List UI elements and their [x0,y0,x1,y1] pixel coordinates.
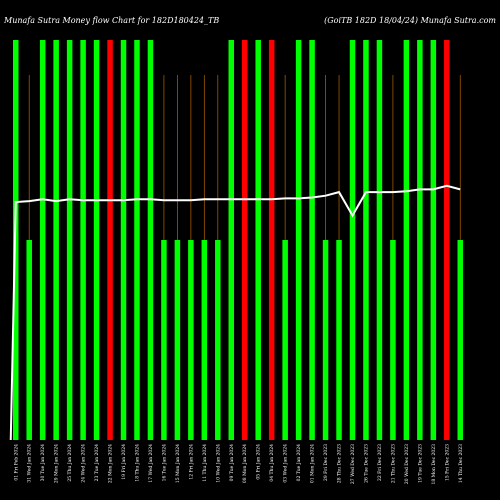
x-tick-label: 15 Mon Jan 2024 [175,444,181,483]
bar-up [363,40,369,440]
x-tick-label: 18 Mon Dec 2023 [431,444,437,485]
x-tick-label: 02 Tue Jan 2024 [296,444,302,482]
chart-subtitle: (GoiTB 182D 18/04/24) Munafa Sutra.com [324,16,496,25]
bar-up [295,40,302,440]
x-tick-label: 28 Thu Dec 2023 [337,444,343,483]
bar-down [241,40,248,440]
bar-up [309,40,315,440]
bar-up [174,240,181,440]
bar-up [228,40,235,440]
bar-up [147,40,154,440]
x-tick-label: 24 Wed Jan 2024 [81,444,87,483]
money-flow-line [9,184,461,441]
x-tick-label: 27 Wed Dec 2023 [350,444,356,484]
x-tick-labels: 01 Fri Feb 2024 31 Wed Jan 2024 30 Tue Jan… [13,444,464,485]
x-tick-label: 26 Tue Dec 2023 [363,444,369,483]
bar-up [349,40,356,440]
x-tick-label: 09 Tue Jan 2024 [229,444,235,482]
bar-up [336,240,342,440]
guide-lines [28,75,461,240]
x-tick-label: 08 Mon Jan 2024 [242,444,248,483]
x-tick-label: 15 Fri Dec 2023 [444,444,450,481]
x-tick-label: 11 Thu Jan 2024 [202,444,208,482]
bar-down [268,40,275,440]
x-tick-label: 10 Wed Jan 2024 [215,444,221,483]
x-tick-label: 29 Fri Dec 2023 [323,444,329,481]
x-tick-label: 16 Tue Jan 2024 [161,444,167,482]
x-tick-label: 22 Mon Jan 2024 [108,444,114,483]
bar-up [39,40,46,440]
bar-up [188,240,194,440]
bar-up [93,40,100,440]
x-tick-label: 31 Wed Jan 2024 [27,444,33,483]
bar-up [403,40,410,440]
bar-up [161,240,167,440]
x-tick-label: 01 Mon Jan 2024 [310,444,316,483]
x-tick-label: 21 Thu Dec 2023 [390,444,396,483]
x-tick-label: 19 Fri Jan 2024 [121,444,127,480]
x-tick-label: 03 Wed Jan 2024 [283,444,289,483]
bar-up [390,240,396,440]
x-tick-label: 22 Fri Dec 2023 [377,444,383,481]
bars [13,40,464,440]
x-tick-label: 30 Tue Jan 2024 [40,444,46,482]
bar-up [282,240,288,440]
bar-up [322,240,329,440]
x-tick-label: 17 Wed Jan 2024 [148,444,154,483]
x-tick-label: 12 Fri Jan 2024 [188,444,194,480]
x-tick-label: 04 Thu Jan 2024 [269,444,275,482]
bar-up [80,40,86,440]
x-tick-label: 25 Thu Jan 2024 [67,444,73,482]
x-tick-label: 29 Mon Jan 2024 [54,444,60,483]
x-tick-label: 20 Wed Dec 2023 [404,444,410,484]
bar-up [255,40,261,440]
bar-up [26,240,32,440]
x-tick-label: 19 Tue Dec 2023 [417,444,423,483]
x-tick-label: 18 Thu Jan 2024 [134,444,140,482]
bar-up [430,40,437,440]
bar-up [134,40,140,440]
x-tick-label: 23 Tue Jan 2024 [94,444,100,482]
chart-title: Munafa Sutra Money flow Chart for 182D18… [3,16,219,25]
bar-up [376,40,383,440]
bar-up [120,40,127,440]
bar-up [457,240,464,440]
bar-up [201,240,208,440]
x-tick-label: 05 Fri Jan 2024 [256,444,262,480]
bar-up [215,240,221,440]
bar-down [444,40,450,440]
bar-up [66,40,73,440]
x-tick-label: 14 Thu Dec 2023 [458,444,464,483]
bar-up [53,40,59,440]
bar-up [417,40,423,440]
x-tick-label: 01 Fri Feb 2024 [13,444,19,481]
bar-down [107,40,113,440]
